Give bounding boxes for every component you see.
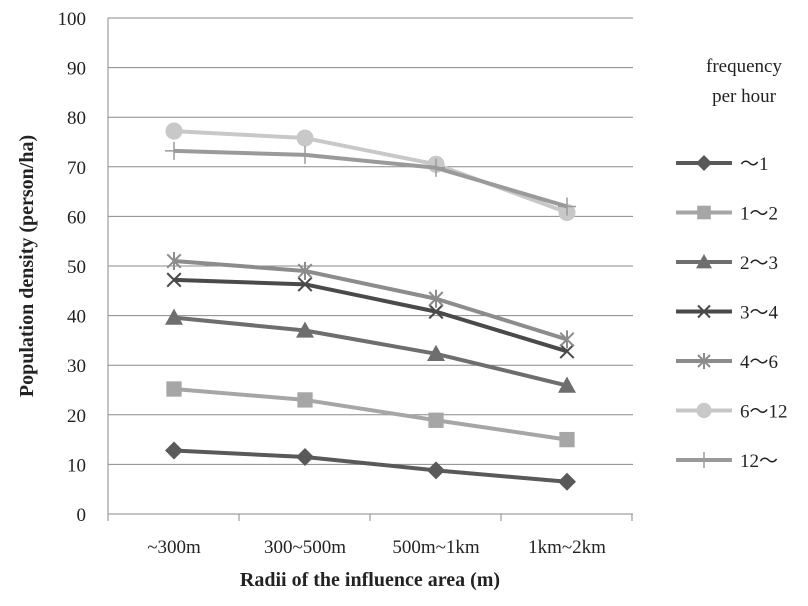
legend: frequency per hour ～1 1～2 2～3 3～4 4～6 6～12 12～ — [676, 56, 788, 472]
y-tick-label: 60 — [67, 207, 86, 228]
y-axis-title: Population density (person/ha) — [16, 135, 38, 397]
y-tick-label: 50 — [67, 257, 86, 278]
x-axis-title: Radii of the influence area (m) — [240, 569, 500, 591]
series-line — [173, 277, 568, 354]
marker-square — [166, 381, 182, 397]
marker-square — [559, 431, 575, 448]
series-lines — [165, 122, 576, 491]
marker-x — [428, 304, 444, 320]
x-tick-label: 1km~2km — [528, 537, 606, 558]
legend-label: 1～2 — [740, 204, 778, 225]
marker-x-stroke — [559, 343, 575, 359]
legend-label: 6～12 — [740, 402, 788, 423]
legend-item: 6～12 — [676, 402, 788, 423]
y-tick-label: 80 — [67, 108, 86, 129]
marker-square — [697, 205, 711, 220]
marker-plus — [296, 145, 314, 164]
series-line — [173, 387, 568, 442]
gridlines — [108, 17, 633, 465]
legend-item: ～1 — [676, 154, 769, 175]
series-square — [166, 381, 575, 448]
series-triangle — [165, 308, 576, 393]
y-tick-label: 40 — [67, 307, 86, 328]
series-line — [173, 259, 568, 342]
marker-diamond — [696, 155, 712, 171]
marker-asterisk — [166, 252, 182, 271]
legend-item: 1～2 — [676, 204, 778, 225]
marker-asterisk — [697, 353, 711, 369]
marker-x-stroke — [428, 304, 444, 320]
marker-triangle — [558, 376, 576, 393]
marker-plus — [696, 452, 712, 468]
marker-diamond — [558, 472, 576, 491]
marker-x-stroke — [697, 304, 711, 319]
x-tick-label: 500m~1km — [392, 537, 480, 558]
marker-diamond — [427, 461, 445, 480]
x-tick-label: ~300m — [147, 537, 201, 558]
legend-label: 2～3 — [740, 253, 778, 274]
series-diamond — [165, 441, 576, 491]
marker-circle — [696, 402, 712, 419]
marker-triangle — [427, 344, 445, 361]
marker-x-stroke — [166, 272, 182, 288]
marker-diamond — [296, 447, 314, 466]
marker-diamond — [165, 441, 183, 460]
legend-label: 12～ — [740, 451, 778, 472]
marker-triangle — [696, 254, 712, 269]
series-line — [173, 148, 568, 209]
series-x — [166, 272, 575, 359]
y-tick-label: 100 — [58, 9, 87, 30]
series-line — [173, 448, 568, 484]
series-plus — [165, 141, 576, 216]
y-tick-label: 0 — [77, 505, 87, 526]
marker-asterisk — [559, 330, 575, 349]
y-tick-label: 30 — [67, 356, 86, 377]
marker-x — [697, 304, 711, 319]
series-line — [173, 315, 568, 388]
legend-label: 3～4 — [740, 303, 779, 324]
marker-x — [166, 272, 182, 288]
marker-triangle — [165, 308, 183, 325]
marker-x — [559, 343, 575, 359]
series-line — [173, 129, 568, 215]
marker-x — [297, 276, 313, 292]
legend-title: frequency — [706, 56, 782, 77]
marker-asterisk — [428, 289, 444, 308]
y-tick-label: 70 — [67, 158, 86, 179]
legend-item: 3～4 — [676, 303, 779, 324]
legend-item: 4～6 — [676, 352, 778, 373]
marker-triangle — [296, 321, 314, 338]
axes: 0 10 20 30 40 50 60 70 80 90 100 ~300m 300~500m 500m~… — [58, 9, 633, 558]
marker-x-stroke — [297, 276, 313, 292]
legend-label: 4～6 — [740, 352, 778, 373]
y-tick-label: 20 — [67, 406, 86, 427]
legend-title: per hour — [712, 86, 777, 107]
series-asterisk — [166, 252, 575, 349]
marker-square — [428, 412, 444, 428]
legend-item: 2～3 — [676, 253, 778, 274]
marker-circle — [165, 122, 183, 140]
legend-label: ～1 — [740, 154, 769, 175]
marker-plus — [558, 197, 576, 216]
marker-asterisk — [297, 261, 313, 280]
y-tick-label: 10 — [67, 455, 86, 476]
legend-item: 12～ — [676, 451, 778, 472]
marker-plus — [165, 141, 183, 160]
marker-circle — [296, 129, 314, 147]
marker-plus — [427, 158, 445, 177]
y-tick-label: 90 — [67, 59, 86, 80]
marker-square — [297, 392, 313, 408]
x-tick-label: 300~500m — [264, 537, 346, 558]
series-circle — [165, 122, 576, 221]
